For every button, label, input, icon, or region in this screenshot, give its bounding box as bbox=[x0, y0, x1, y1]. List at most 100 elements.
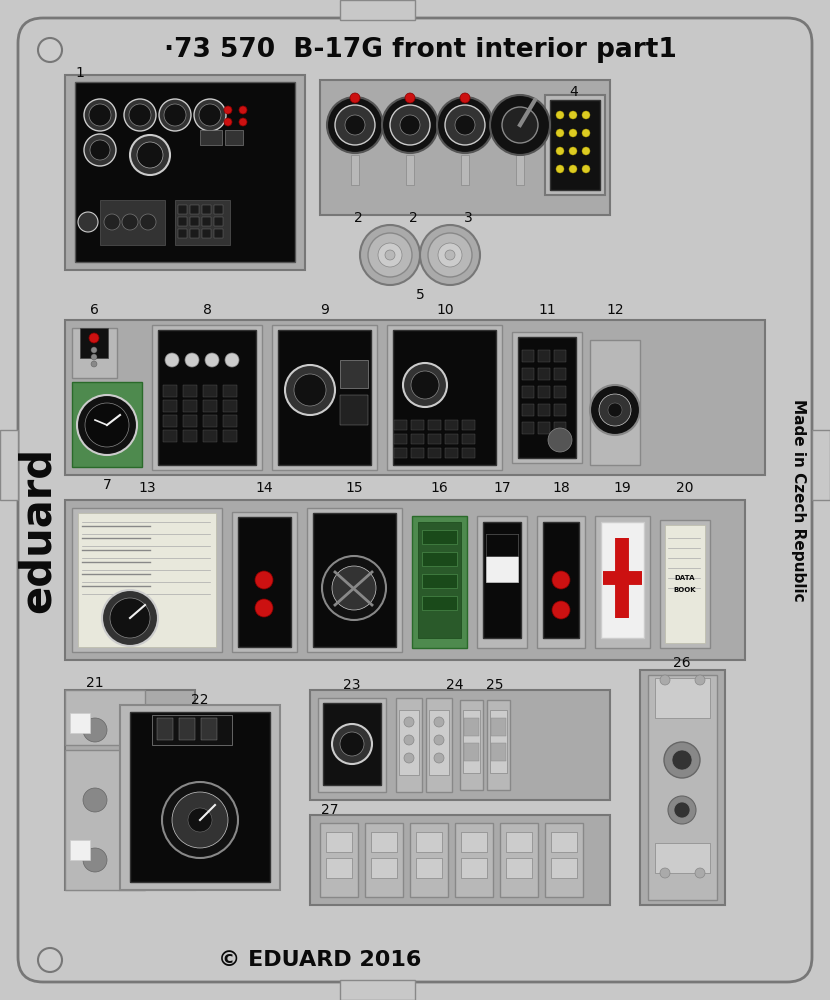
Bar bbox=[393, 330, 496, 465]
Bar bbox=[461, 155, 469, 185]
Circle shape bbox=[140, 214, 156, 230]
Bar bbox=[214, 217, 223, 226]
Bar bbox=[75, 82, 295, 262]
Bar bbox=[461, 832, 487, 852]
Bar bbox=[326, 832, 352, 852]
Bar bbox=[426, 698, 452, 792]
Text: 11: 11 bbox=[538, 303, 556, 317]
Bar bbox=[178, 205, 187, 214]
Bar bbox=[500, 823, 538, 897]
Bar bbox=[660, 520, 710, 648]
Text: 27: 27 bbox=[321, 803, 339, 817]
Bar bbox=[455, 823, 493, 897]
Text: 12: 12 bbox=[606, 303, 624, 317]
Circle shape bbox=[569, 165, 577, 173]
Bar bbox=[411, 420, 424, 430]
Bar bbox=[340, 360, 368, 388]
Bar bbox=[590, 340, 640, 465]
Circle shape bbox=[172, 792, 228, 848]
Bar bbox=[640, 670, 725, 905]
Circle shape bbox=[404, 735, 414, 745]
Bar bbox=[65, 75, 305, 270]
Circle shape bbox=[695, 675, 705, 685]
Bar bbox=[310, 690, 610, 800]
Bar bbox=[463, 710, 480, 773]
Bar bbox=[538, 350, 550, 362]
Bar bbox=[506, 832, 532, 852]
Bar bbox=[399, 710, 419, 775]
Circle shape bbox=[569, 129, 577, 137]
Circle shape bbox=[455, 115, 475, 135]
Text: 25: 25 bbox=[486, 678, 504, 692]
Bar bbox=[320, 823, 358, 897]
Circle shape bbox=[89, 104, 111, 126]
Bar bbox=[183, 415, 197, 427]
Text: 24: 24 bbox=[447, 678, 464, 692]
Bar bbox=[100, 200, 165, 245]
Text: 10: 10 bbox=[437, 303, 454, 317]
Bar bbox=[416, 832, 442, 852]
Circle shape bbox=[294, 374, 326, 406]
Text: 21: 21 bbox=[86, 676, 104, 690]
Bar bbox=[80, 328, 108, 358]
Bar bbox=[203, 385, 217, 397]
Bar bbox=[410, 823, 448, 897]
Bar bbox=[545, 823, 583, 897]
Text: 2: 2 bbox=[408, 211, 417, 225]
Circle shape bbox=[194, 99, 226, 131]
Bar bbox=[412, 516, 467, 648]
Bar bbox=[445, 420, 458, 430]
Text: 19: 19 bbox=[613, 481, 631, 495]
Bar bbox=[65, 320, 765, 475]
Bar bbox=[163, 385, 177, 397]
Bar bbox=[223, 430, 237, 442]
Circle shape bbox=[239, 106, 247, 114]
Bar bbox=[554, 368, 566, 380]
Bar bbox=[648, 675, 717, 900]
Bar bbox=[163, 400, 177, 412]
Circle shape bbox=[674, 802, 690, 818]
Bar bbox=[0, 430, 18, 500]
Bar bbox=[320, 80, 610, 215]
Circle shape bbox=[332, 724, 372, 764]
Circle shape bbox=[224, 106, 232, 114]
Circle shape bbox=[608, 403, 622, 417]
Circle shape bbox=[582, 129, 590, 137]
Bar bbox=[554, 386, 566, 398]
Bar bbox=[163, 415, 177, 427]
Bar bbox=[538, 422, 550, 434]
Bar bbox=[422, 530, 457, 544]
Circle shape bbox=[38, 38, 62, 62]
Text: BOOK: BOOK bbox=[674, 587, 696, 593]
Circle shape bbox=[590, 385, 640, 435]
Bar bbox=[223, 385, 237, 397]
Circle shape bbox=[403, 363, 447, 407]
Circle shape bbox=[582, 147, 590, 155]
Circle shape bbox=[129, 104, 151, 126]
Bar bbox=[72, 328, 117, 378]
Circle shape bbox=[385, 250, 395, 260]
Bar bbox=[428, 434, 441, 444]
Bar bbox=[601, 522, 644, 638]
Bar bbox=[551, 858, 577, 878]
Bar bbox=[340, 0, 415, 20]
Bar bbox=[183, 400, 197, 412]
Circle shape bbox=[400, 115, 420, 135]
Circle shape bbox=[239, 118, 247, 126]
Circle shape bbox=[165, 353, 179, 367]
Circle shape bbox=[224, 118, 232, 126]
Text: 26: 26 bbox=[673, 656, 691, 670]
Bar bbox=[70, 713, 90, 733]
Bar bbox=[178, 229, 187, 238]
Bar bbox=[65, 690, 145, 745]
Circle shape bbox=[110, 598, 150, 638]
Circle shape bbox=[411, 371, 439, 399]
Bar bbox=[307, 508, 402, 652]
Circle shape bbox=[445, 250, 455, 260]
Text: 20: 20 bbox=[676, 481, 694, 495]
Bar bbox=[460, 700, 483, 790]
Circle shape bbox=[378, 243, 402, 267]
Circle shape bbox=[599, 394, 631, 426]
Bar bbox=[365, 823, 403, 897]
Circle shape bbox=[695, 868, 705, 878]
